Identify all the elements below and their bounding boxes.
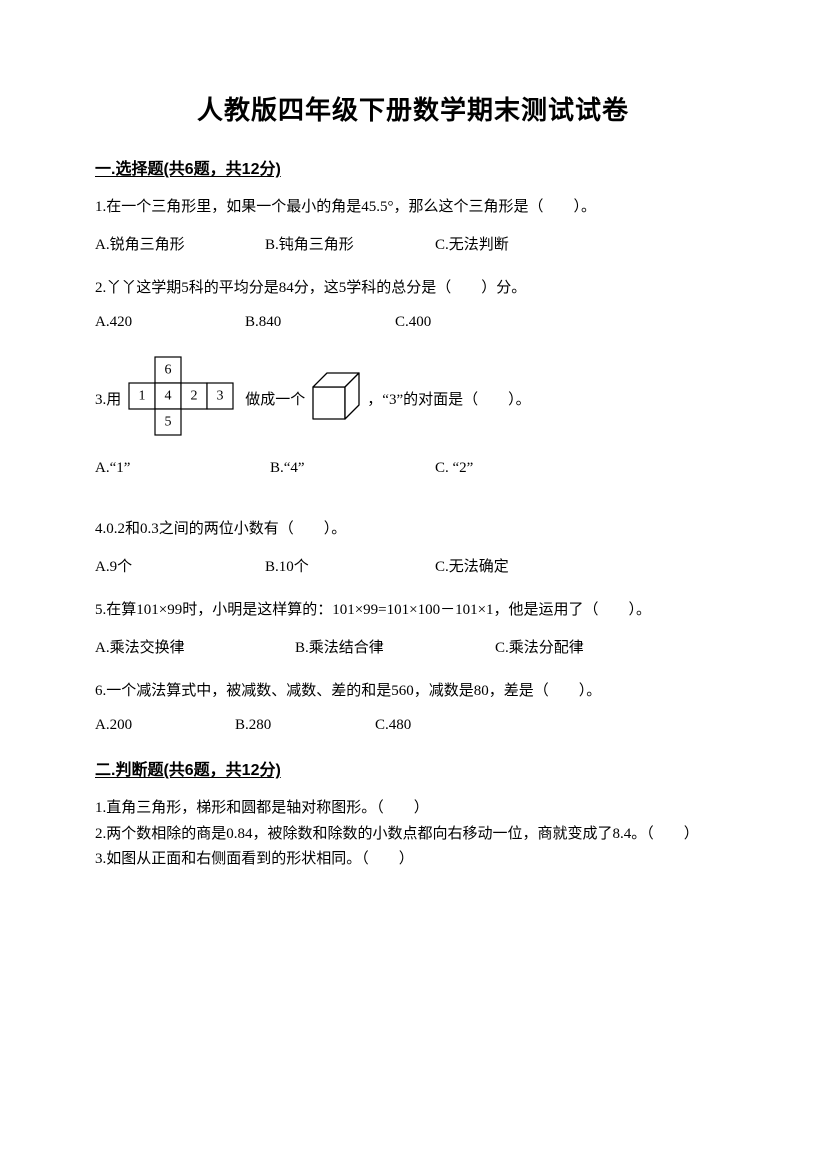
q4-opt-a: A.9个 — [95, 555, 265, 576]
q5-opt-c: C.乘法分配律 — [495, 636, 584, 657]
q6-text: 6.一个减法算式中，被减数、减数、差的和是560，减数是80，差是（ ）。 — [95, 679, 731, 703]
q6-opt-a: A.200 — [95, 717, 235, 734]
q1-opt-c: C.无法判断 — [435, 233, 509, 254]
s2-q3: 3.如图从正面和右侧面看到的形状相同。（ ） — [95, 847, 731, 873]
section-2-header: 二.判断题(共6题，共12分) — [95, 756, 731, 780]
s2-q1: 1.直角三角形，梯形和圆都是轴对称图形。（ ） — [95, 796, 731, 822]
q3-opt-c: C. “2” — [435, 460, 473, 477]
exam-page: 人教版四年级下册数学期末测试试卷 一.选择题(共6题，共12分) 1.在一个三角… — [0, 0, 826, 1169]
page-title: 人教版四年级下册数学期末测试试卷 — [95, 90, 731, 127]
q1-options: A.锐角三角形 B.钝角三角形 C.无法判断 — [95, 233, 731, 254]
q3-opt-a: A.“1” — [95, 460, 270, 477]
q1-opt-b: B.钝角三角形 — [265, 233, 435, 254]
q1-text: 1.在一个三角形里，如果一个最小的角是45.5°，那么这个三角形是（ ）。 — [95, 195, 731, 219]
q5-opt-b: B.乘法结合律 — [295, 636, 495, 657]
q6-opt-c: C.480 — [375, 717, 411, 734]
q6-opt-b: B.280 — [235, 717, 375, 734]
svg-text:1: 1 — [139, 389, 146, 404]
q5-text: 5.在算101×99时，小明是这样算的：101×99=101×100－101×1… — [95, 598, 731, 622]
q5-opt-a: A.乘法交换律 — [95, 636, 295, 657]
q5-options: A.乘法交换律 B.乘法结合律 C.乘法分配律 — [95, 636, 731, 657]
section-1-header: 一.选择题(共6题，共12分) — [95, 155, 731, 179]
q3-mid2: ，“3”的对面是（ ）。 — [367, 388, 530, 409]
q4-opt-b: B.10个 — [265, 555, 435, 576]
svg-text:4: 4 — [165, 389, 172, 404]
q3-options: A.“1” B.“4” C. “2” — [95, 460, 731, 477]
q4-opt-c: C.无法确定 — [435, 555, 509, 576]
q2-opt-b: B.840 — [245, 314, 395, 331]
q1-opt-a: A.锐角三角形 — [95, 233, 265, 254]
q2-options: A.420 B.840 C.400 — [95, 314, 731, 331]
q4-options: A.9个 B.10个 C.无法确定 — [95, 555, 731, 576]
cube-icon — [311, 371, 361, 426]
svg-text:2: 2 — [191, 389, 198, 404]
q6-options: A.200 B.280 C.480 — [95, 717, 731, 734]
q3-mid1: 做成一个 — [245, 388, 305, 409]
q3-line: 3.用 6 1 4 2 3 5 做成一个 ，“3”的对面是（ ）。 — [95, 353, 731, 444]
svg-text:3: 3 — [217, 389, 224, 404]
q2-opt-c: C.400 — [395, 314, 431, 331]
q3-opt-b: B.“4” — [270, 460, 435, 477]
q2-opt-a: A.420 — [95, 314, 245, 331]
s2-q2: 2.两个数相除的商是0.84，被除数和除数的小数点都向右移动一位，商就变成了8.… — [95, 822, 731, 848]
cube-net-icon: 6 1 4 2 3 5 — [125, 353, 237, 444]
q4-text: 4.0.2和0.3之间的两位小数有（ ）。 — [95, 517, 731, 541]
q3-prefix: 3.用 — [95, 388, 121, 409]
svg-text:5: 5 — [165, 415, 172, 430]
svg-text:6: 6 — [165, 363, 172, 378]
q2-text: 2.丫丫这学期5科的平均分是84分，这5学科的总分是（ ）分。 — [95, 276, 731, 300]
